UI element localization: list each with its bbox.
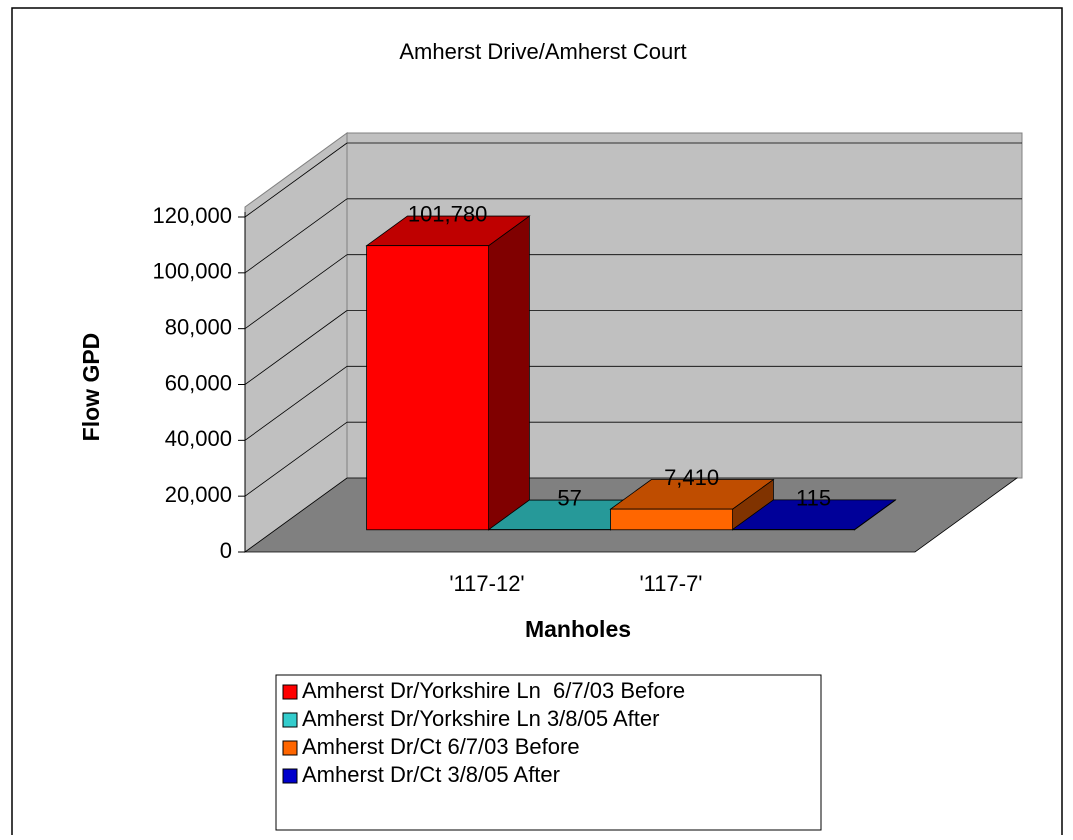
legend-label: Amherst Dr/Ct 3/8/05 After (302, 762, 560, 787)
bar (367, 246, 489, 530)
y-tick-label: 40,000 (165, 426, 232, 451)
y-tick-label: 100,000 (152, 259, 232, 284)
legend-swatch (283, 741, 297, 755)
legend-swatch (283, 713, 297, 727)
data-label: 57 (557, 485, 581, 510)
x-tick-label: '117-7' (639, 571, 702, 596)
x-tick-label: '117-12' (449, 571, 524, 596)
data-label: 7,410 (664, 465, 719, 490)
data-label: 101,780 (408, 201, 488, 226)
x-axis-title: Manholes (525, 616, 631, 642)
chart-title: Amherst Drive/Amherst Court (399, 39, 686, 64)
legend-swatch (283, 769, 297, 783)
y-axis-title: Flow GPD (78, 333, 104, 442)
legend-label: Amherst Dr/Yorkshire Ln 3/8/05 After (302, 706, 659, 731)
bar (611, 509, 733, 530)
y-tick-label: 20,000 (165, 482, 232, 507)
y-tick-label: 80,000 (165, 314, 232, 339)
data-label: 115 (796, 485, 831, 510)
legend-swatch (283, 685, 297, 699)
bar-side (489, 216, 530, 530)
legend-label: Amherst Dr/Yorkshire Ln 6/7/03 Before (302, 678, 685, 703)
y-tick-label: 120,000 (152, 203, 232, 228)
y-tick-label: 60,000 (165, 370, 232, 395)
legend-label: Amherst Dr/Ct 6/7/03 Before (302, 734, 580, 759)
y-tick-label: 0 (220, 538, 232, 563)
